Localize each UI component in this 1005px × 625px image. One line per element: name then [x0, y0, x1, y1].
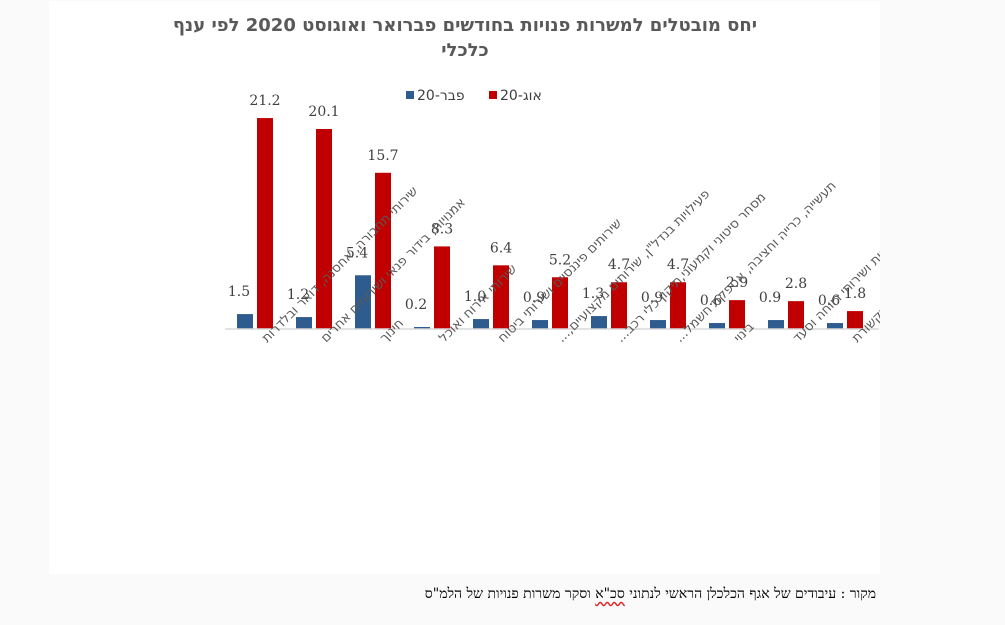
bar-feb-8 — [709, 323, 725, 329]
value-label-feb-5: 0.9 — [523, 290, 545, 306]
bar-chart: יחס מובטלים למשרות פנויות בחודשים פברואר… — [173, 15, 880, 346]
value-label-aug-4: 6.4 — [490, 240, 512, 256]
legend: פבר-20 אוג-20 — [406, 88, 542, 104]
bar-feb-4 — [473, 319, 489, 329]
bar-aug-10 — [847, 311, 863, 329]
legend-label-aug: אוג-20 — [500, 88, 542, 104]
bar-aug-3 — [434, 246, 450, 329]
chart-title-line-1: יחס מובטלים למשרות פנויות בחודשים פברואר… — [173, 15, 757, 36]
chart-area: יחס מובטלים למשרות פנויות בחודשים פברואר… — [49, 1, 880, 574]
value-labels-group: 1.5 21.2 1.2 20.1 5.4 15.7 0.2 8.3 1.0 6.4 0.9 5.2 1… — [228, 93, 866, 313]
bars-group — [237, 118, 863, 329]
bar-aug-5 — [552, 277, 568, 329]
value-label-feb-1: 1.2 — [287, 287, 309, 303]
value-label-feb-10: 0.6 — [818, 293, 840, 309]
chart-title-line-2: כלכלי — [441, 40, 488, 61]
bar-aug-6 — [611, 282, 627, 329]
value-label-feb-9: 0.9 — [759, 290, 781, 306]
bar-feb-5 — [532, 320, 548, 329]
bar-aug-4 — [493, 265, 509, 329]
bar-aug-8 — [729, 300, 745, 329]
bar-feb-7 — [650, 320, 666, 329]
category-labels-group: שירותי תחבורה, אחסנה, דואר ובלדרותאמנויו… — [259, 179, 880, 346]
value-label-aug-7: 4.7 — [667, 257, 689, 273]
value-label-aug-3: 8.3 — [431, 221, 453, 237]
legend-swatch-aug — [489, 91, 497, 99]
value-label-aug-10: 1.8 — [844, 286, 866, 302]
bar-feb-1 — [296, 317, 312, 329]
bar-feb-10 — [827, 323, 843, 329]
source-suffix: וסקר משרות פנויות של הלמ"ס — [424, 586, 596, 602]
bar-feb-2 — [355, 275, 371, 329]
value-label-aug-8: 2.9 — [726, 275, 748, 291]
bar-aug-0 — [257, 118, 273, 329]
bar-feb-6 — [591, 316, 607, 329]
bar-aug-2 — [375, 172, 391, 329]
value-label-feb-7: 0.9 — [641, 290, 663, 306]
bar-aug-7 — [670, 282, 686, 329]
legend-swatch-feb — [406, 91, 414, 99]
bar-feb-0 — [237, 314, 253, 329]
value-label-aug-1: 20.1 — [308, 104, 339, 120]
value-label-aug-2: 15.7 — [367, 148, 398, 164]
legend-label-feb: פבר-20 — [417, 88, 465, 104]
source-prefix: מקור : עיבודים של אגף הכלכלן הראשי לנתונ… — [624, 586, 876, 602]
bar-aug-9 — [788, 301, 804, 329]
bar-aug-1 — [316, 129, 332, 329]
value-label-feb-3: 0.2 — [405, 297, 427, 313]
value-label-aug-5: 5.2 — [549, 252, 571, 268]
value-label-feb-0: 1.5 — [228, 284, 250, 300]
source-flagged-word: סכ"א — [595, 586, 625, 602]
bar-feb-9 — [768, 320, 784, 329]
source-note: מקור : עיבודים של אגף הכלכלן הראשי לנתונ… — [250, 586, 876, 603]
value-label-aug-9: 2.8 — [785, 276, 807, 292]
value-label-feb-4: 1.0 — [464, 289, 486, 305]
value-label-feb-8: 0.6 — [700, 293, 722, 309]
value-label-feb-2: 5.4 — [346, 245, 368, 261]
value-label-aug-6: 4.7 — [608, 257, 630, 273]
value-label-aug-0: 21.2 — [249, 93, 280, 109]
value-label-feb-6: 1.3 — [582, 286, 604, 302]
bar-feb-3 — [414, 327, 430, 329]
